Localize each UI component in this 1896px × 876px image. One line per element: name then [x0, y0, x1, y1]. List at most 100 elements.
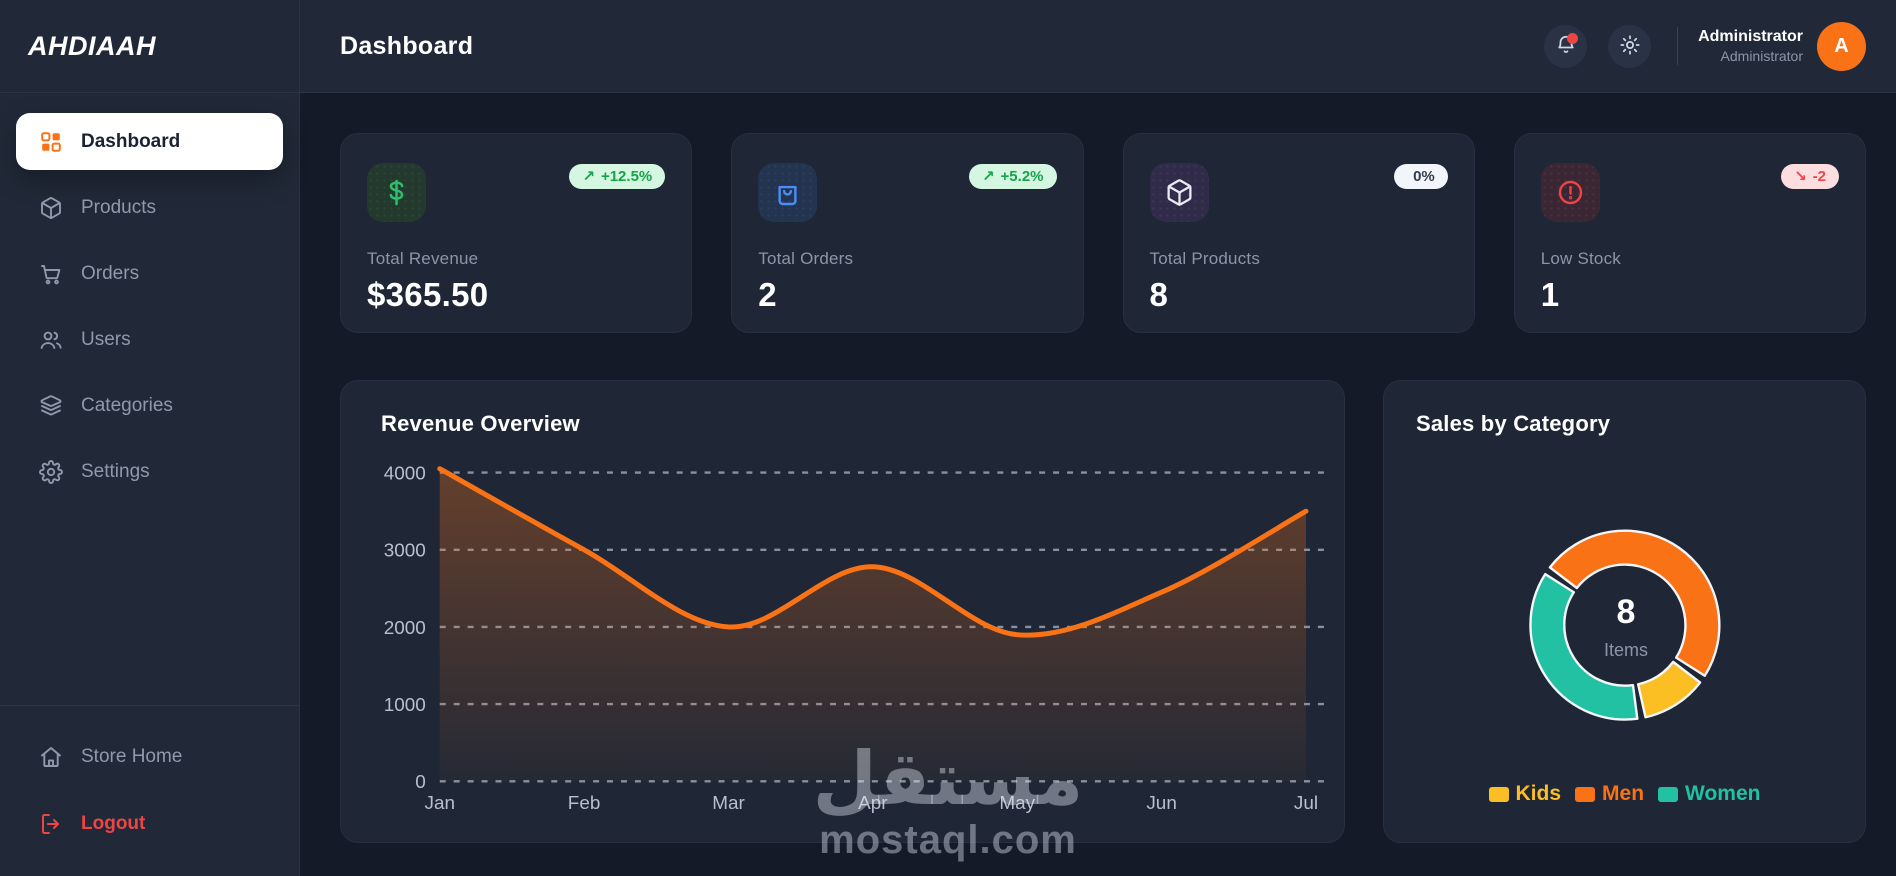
trend-badge-text: +5.2% [1000, 168, 1044, 185]
svg-text:2000: 2000 [384, 618, 426, 639]
stat-label: Low Stock [1540, 249, 1621, 268]
stat-card-total-orders: ↗ +5.2% Total Orders 2 [731, 133, 1084, 333]
svg-text:Mar: Mar [712, 793, 745, 814]
sidebar-item-products[interactable]: Products [16, 179, 283, 236]
legend-label: Kids [1515, 782, 1562, 805]
stat-value: 2 [758, 276, 777, 313]
legend-item-women[interactable]: Women [1658, 782, 1760, 806]
stat-value: 8 [1149, 276, 1169, 313]
sidebar: AHDIAAH Dashboard [0, 0, 300, 876]
dollar-icon [367, 163, 426, 222]
user-role: Administrator [1720, 47, 1803, 64]
sidebar-item-settings[interactable]: Settings [16, 443, 283, 500]
svg-text:1000: 1000 [384, 695, 426, 716]
svg-text:Jul: Jul [1294, 793, 1318, 814]
main-area: Dashboard [300, 0, 1896, 876]
svg-text:Jan: Jan [425, 793, 455, 814]
sales-by-category-card: Sales by Category 8 Items Kids Men Women [1383, 380, 1866, 843]
legend-label: Men [1602, 782, 1645, 805]
user-text: Administrator Administrator [1698, 27, 1803, 64]
grid-icon [39, 130, 63, 154]
sales-donut-chart [1529, 529, 1721, 721]
trend-badge: ↗ +12.5% [569, 164, 666, 189]
trend-up-arrow-icon: ↗ [981, 168, 995, 185]
legend-swatch-icon [1658, 786, 1679, 802]
page-title: Dashboard [340, 31, 474, 60]
legend-swatch-icon [1575, 786, 1596, 802]
gear-icon [39, 459, 63, 484]
package-icon [1149, 163, 1209, 222]
donut-legend: Kids Men Women [1384, 782, 1865, 806]
sidebar-item-label: Users [81, 328, 131, 350]
trend-badge: 0% [1394, 164, 1448, 189]
trend-badge: ↘ -2 [1781, 164, 1839, 189]
sidebar-footer: Store Home Logout [0, 705, 299, 876]
brand-logo: AHDIAAH [28, 30, 156, 61]
svg-text:Apr: Apr [858, 793, 887, 814]
donut-center-value: 8 [1616, 593, 1636, 631]
legend-item-men[interactable]: Men [1575, 782, 1644, 806]
sidebar-item-users[interactable]: Users [16, 311, 283, 368]
theme-toggle-button[interactable] [1608, 24, 1652, 68]
legend-item-kids[interactable]: Kids [1488, 782, 1562, 806]
svg-text:4000: 4000 [384, 464, 426, 485]
sidebar-item-label: Store Home [81, 745, 183, 767]
sidebar-item-logout[interactable]: Logout [16, 795, 283, 852]
stat-label: Total Revenue [367, 249, 479, 268]
stat-label: Total Products [1149, 249, 1261, 268]
sidebar-item-categories[interactable]: Categories [16, 377, 283, 434]
sidebar-item-label: Orders [81, 262, 140, 284]
brand-logo-wrap: AHDIAAH [0, 0, 299, 93]
donut-segment-women[interactable] [1529, 572, 1639, 721]
users-icon [39, 328, 63, 352]
sidebar-item-store-home[interactable]: Store Home [16, 728, 283, 785]
cart-icon [39, 262, 63, 286]
sidebar-item-dashboard[interactable]: Dashboard [16, 113, 283, 170]
trend-badge: ↗ +5.2% [968, 164, 1057, 189]
stat-card-total-revenue: ↗ +12.5% Total Revenue $365.50 [340, 133, 693, 333]
sidebar-nav: Dashboard Products Order [0, 93, 299, 705]
legend-swatch-icon [1488, 786, 1509, 802]
trend-down-arrow-icon: ↘ [1794, 168, 1807, 185]
stats-row: ↗ +12.5% Total Revenue $365.50 ↗ [340, 133, 1866, 333]
user-name: Administrator [1698, 28, 1803, 46]
avatar[interactable]: A [1817, 21, 1866, 71]
revenue-line-chart: 0 1000 2000 3000 4000 Jan Feb Mar Apr May Jun Jul [384, 464, 1324, 814]
alert-circle-icon [1540, 163, 1600, 222]
layers-icon [39, 394, 63, 418]
notifications-button[interactable] [1544, 24, 1588, 68]
donut-segment-men[interactable] [1548, 529, 1721, 677]
charts-row: Revenue Overview 0 1000 2000 3000 4000 Jan Feb… [340, 380, 1866, 843]
svg-text:Feb: Feb [568, 793, 601, 814]
svg-text:Jun: Jun [1146, 793, 1176, 814]
logout-icon [39, 812, 63, 836]
trend-badge-text: -2 [1812, 168, 1826, 185]
legend-label: Women [1685, 782, 1761, 805]
revenue-overview-card: Revenue Overview 0 1000 2000 3000 4000 Jan Feb… [340, 380, 1345, 843]
trend-badge-text: 0% [1413, 168, 1435, 185]
chart-title: Revenue Overview [381, 411, 580, 436]
stat-label: Total Orders [758, 249, 854, 268]
svg-text:0: 0 [415, 772, 426, 793]
header-divider [1677, 27, 1679, 65]
content: ↗ +12.5% Total Revenue $365.50 ↗ [300, 93, 1896, 876]
header: Dashboard [300, 0, 1896, 93]
sidebar-item-label: Dashboard [81, 130, 181, 152]
notification-badge-dot [1567, 32, 1579, 44]
sidebar-item-orders[interactable]: Orders [16, 245, 283, 302]
stat-value: $365.50 [367, 276, 489, 313]
trend-badge-text: +12.5% [600, 168, 653, 185]
home-icon [39, 745, 63, 769]
user-menu[interactable]: Administrator Administrator A [1698, 21, 1866, 71]
sidebar-item-label: Settings [81, 460, 150, 482]
header-actions: Administrator Administrator A [1523, 21, 1866, 71]
sidebar-item-label: Products [81, 196, 156, 218]
svg-text:May: May [999, 793, 1035, 814]
sun-icon [1619, 34, 1641, 59]
chart-title: Sales by Category [1416, 411, 1611, 436]
stat-value: 1 [1540, 276, 1560, 313]
shopping-bag-icon [758, 163, 818, 222]
donut-center-label: Items [1603, 640, 1648, 660]
donut-segment-kids[interactable] [1636, 660, 1702, 719]
